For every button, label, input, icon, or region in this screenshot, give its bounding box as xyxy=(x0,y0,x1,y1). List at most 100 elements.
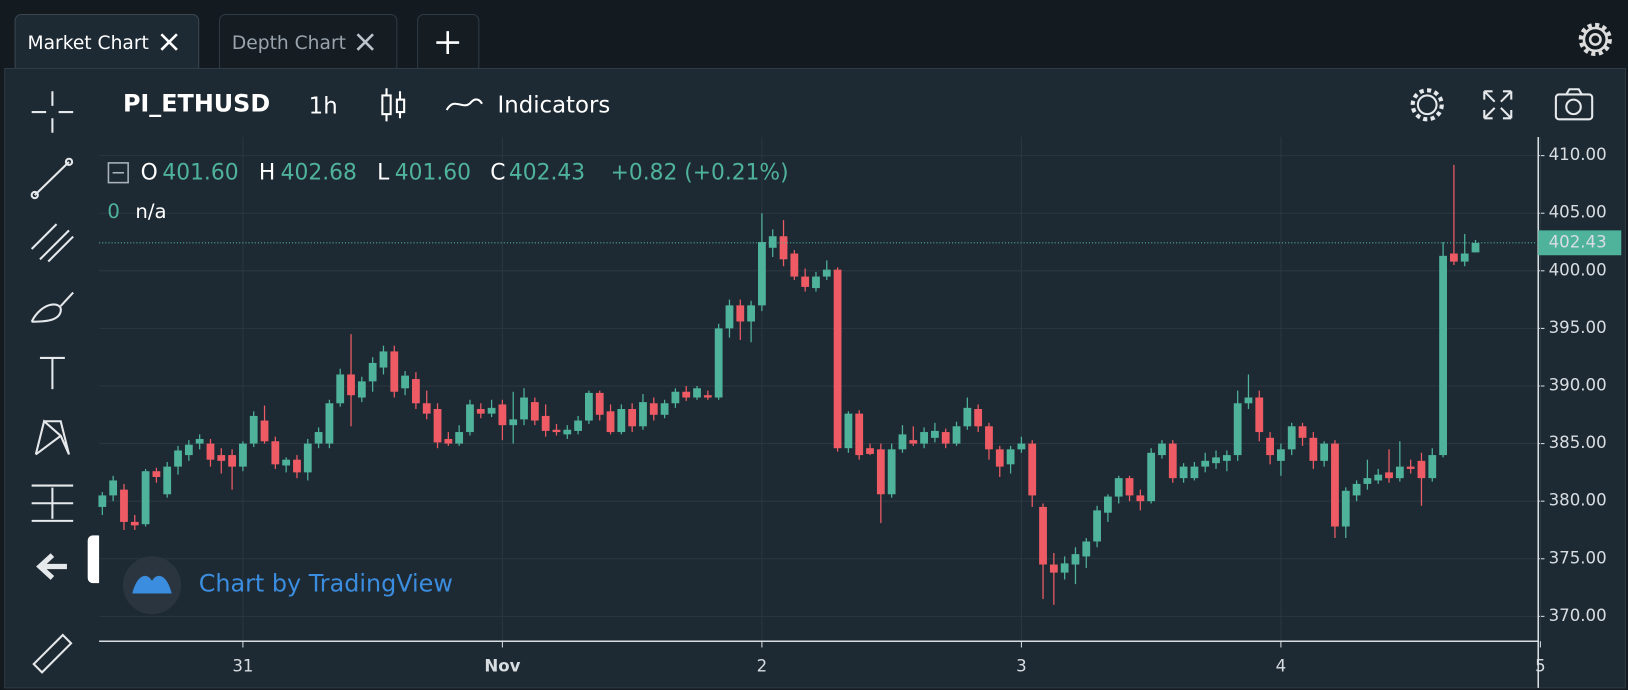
candle-body xyxy=(649,403,658,415)
line-tool-end xyxy=(64,157,74,167)
last-price-label: 402.43 xyxy=(1549,232,1607,251)
fib-tool[interactable] xyxy=(30,223,74,263)
candle-body xyxy=(812,276,820,289)
candle-body xyxy=(855,413,864,456)
x-tick-label: 2 xyxy=(757,657,768,676)
fullscreen[interactable] xyxy=(1483,90,1513,120)
ruler-tool[interactable] xyxy=(32,633,73,674)
candle-body xyxy=(1212,457,1220,464)
candle-body xyxy=(1406,466,1415,469)
y-tick-label: 410.00 xyxy=(1549,145,1607,164)
line-tool-end xyxy=(30,190,39,200)
candle-body xyxy=(1158,443,1166,456)
y-tick-label: 390.00 xyxy=(1549,375,1607,394)
candle-body xyxy=(357,381,366,398)
candle-body xyxy=(660,403,669,415)
candle-body xyxy=(1320,443,1329,461)
candle-body xyxy=(1341,490,1350,527)
candle-body xyxy=(98,495,107,507)
candle-body xyxy=(293,459,301,473)
candle-body xyxy=(174,450,182,467)
candle-body xyxy=(790,253,799,277)
candle-body xyxy=(1125,478,1134,496)
candle-body xyxy=(455,432,464,444)
candle-body xyxy=(639,402,647,427)
candle-body xyxy=(401,375,409,389)
y-tick-label: 370.00 xyxy=(1549,606,1607,625)
candle-body xyxy=(931,430,939,438)
candle-body xyxy=(747,305,755,322)
candle-body xyxy=(779,236,788,260)
measure-tool[interactable] xyxy=(31,484,74,522)
candle-body xyxy=(260,420,269,442)
y-tick-label: 400.00 xyxy=(1549,260,1607,279)
legend-toggle[interactable] xyxy=(107,162,129,184)
candle-body xyxy=(898,434,907,450)
candle-body xyxy=(228,455,236,467)
candle-body xyxy=(1233,403,1242,456)
candle-body xyxy=(1352,483,1361,496)
candle-body xyxy=(1006,449,1015,465)
crosshair-tool[interactable] xyxy=(31,91,74,133)
candle-body xyxy=(347,374,355,396)
chart-settings[interactable] xyxy=(1416,94,1438,116)
candle-body xyxy=(1287,426,1296,450)
pattern-tool[interactable] xyxy=(34,419,71,456)
candle-body xyxy=(1114,478,1123,497)
candle-body xyxy=(1255,397,1264,433)
back-arrow[interactable] xyxy=(36,553,67,580)
ohlc-value: 401.60 xyxy=(395,160,471,185)
candle-body xyxy=(1179,466,1188,479)
candle-body xyxy=(833,269,842,449)
indicators-icon[interactable] xyxy=(445,98,483,111)
line-tool[interactable] xyxy=(34,161,70,196)
close-icon[interactable] xyxy=(160,33,178,51)
candle-body xyxy=(1136,495,1145,502)
candle-body xyxy=(887,449,896,495)
candle-body xyxy=(725,305,734,329)
chart-actions xyxy=(1410,88,1594,122)
candle-body xyxy=(628,409,637,427)
settings-icon[interactable] xyxy=(1578,22,1612,57)
candle-body xyxy=(985,426,993,450)
ohlc-value: 402.68 xyxy=(281,160,357,185)
close-icon[interactable] xyxy=(356,33,374,51)
watermark: Chart by TradingView xyxy=(199,570,453,598)
volume-value: 0 xyxy=(107,200,120,223)
candle-body xyxy=(239,443,247,467)
candle-body xyxy=(1082,541,1091,557)
indicators[interactable]: Indicators xyxy=(498,92,611,118)
candle-body xyxy=(1071,554,1080,565)
candle-body xyxy=(866,448,874,454)
candle-type-icon[interactable] xyxy=(381,88,406,122)
candle-body xyxy=(1395,466,1404,479)
candle-body xyxy=(1244,397,1253,404)
candle-body xyxy=(325,403,334,444)
candle-body xyxy=(822,269,831,277)
drawing-toolbar xyxy=(30,91,74,674)
candle-body xyxy=(1277,449,1285,461)
candle-body xyxy=(1266,437,1274,456)
interval[interactable]: 1h xyxy=(309,93,338,119)
candle-body xyxy=(152,471,161,477)
screenshot[interactable] xyxy=(1554,93,1594,121)
candle-body xyxy=(530,402,539,421)
brush-tool[interactable] xyxy=(30,291,74,323)
text-tool[interactable] xyxy=(39,356,65,390)
candle-body xyxy=(520,397,528,420)
candle-body xyxy=(952,426,961,444)
candle-body xyxy=(1450,253,1458,262)
candle-body xyxy=(195,438,204,444)
candle-body xyxy=(703,395,712,398)
candle-body xyxy=(141,471,150,525)
ohlc-value: 402.43 xyxy=(509,160,585,185)
candle-body xyxy=(995,449,1004,467)
candle-body xyxy=(801,276,810,287)
candle-body xyxy=(617,409,626,433)
plot-area xyxy=(99,136,1539,642)
candle-body xyxy=(1439,255,1447,456)
candle-body xyxy=(844,413,853,449)
candle-body xyxy=(1060,563,1069,573)
candle-body xyxy=(498,404,507,426)
